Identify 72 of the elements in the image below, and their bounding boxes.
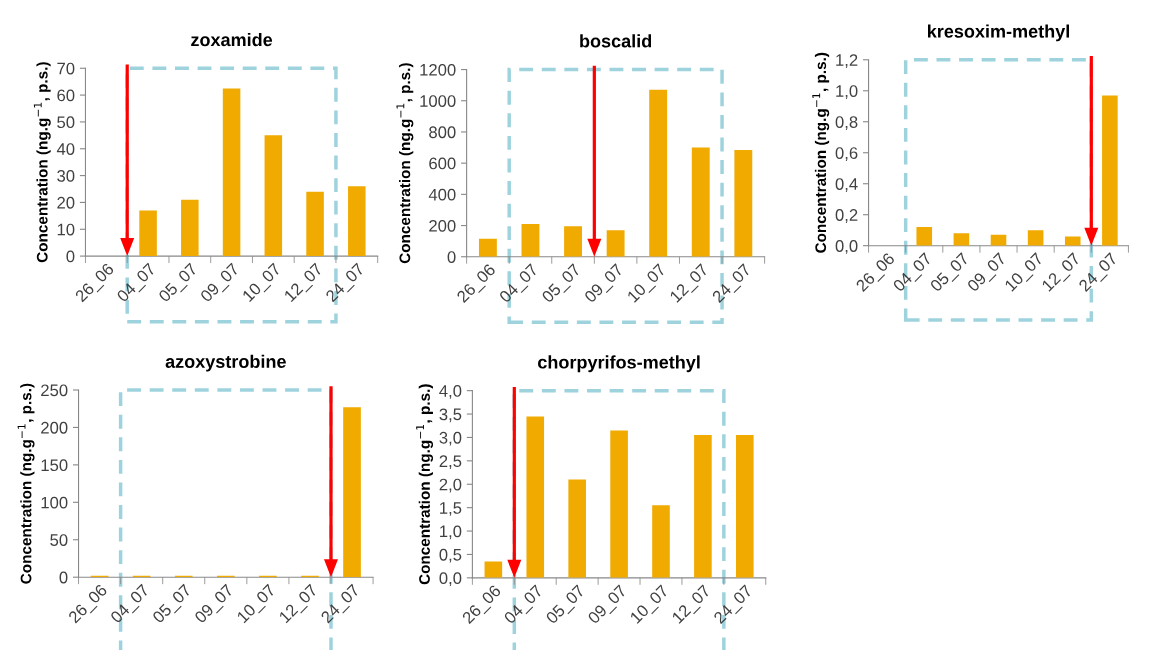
bar bbox=[139, 210, 157, 257]
chart-title: kresoxim-methyl bbox=[928, 24, 1069, 42]
bar bbox=[610, 430, 628, 578]
y-tick-label: 30 bbox=[57, 169, 75, 182]
chart-title: zoxamide bbox=[191, 32, 273, 47]
y-tick-label: 2,0 bbox=[439, 478, 462, 493]
y-tick-label: 2,5 bbox=[439, 455, 462, 470]
y-tick-label: 1,0 bbox=[836, 85, 858, 99]
y-tick-label: 3,0 bbox=[439, 431, 462, 446]
y-tick-label: 1,0 bbox=[440, 525, 462, 540]
bar bbox=[916, 227, 933, 246]
bar bbox=[694, 435, 712, 578]
bar bbox=[521, 223, 540, 257]
y-tick-label: 250 bbox=[41, 384, 68, 397]
bar bbox=[306, 191, 324, 257]
y-axis-title: Concentration (ng.g$^{−1}$, p.s.) bbox=[812, 52, 830, 253]
y-tick-label: 1,5 bbox=[440, 502, 462, 516]
y-tick-label: 200 bbox=[429, 219, 456, 232]
y-tick-label: 10 bbox=[57, 223, 75, 236]
y-tick-label: 0,0 bbox=[439, 572, 462, 587]
y-tick-label: 3,5 bbox=[439, 408, 462, 423]
bar bbox=[478, 238, 497, 257]
bar bbox=[222, 88, 241, 257]
bar bbox=[649, 89, 668, 257]
bar bbox=[691, 147, 710, 257]
y-tick-label: 600 bbox=[429, 157, 456, 170]
bar bbox=[526, 416, 545, 578]
chart-title: chorpyrifos-methyl bbox=[538, 355, 700, 373]
chart-title: boscalid bbox=[580, 34, 652, 48]
bar bbox=[181, 199, 199, 257]
y-axis-title: Concentration (ng.g$^{−1}$, p.s.) bbox=[17, 383, 35, 584]
y-tick-label: 1000 bbox=[420, 95, 456, 107]
chart-title: azoxystrobine bbox=[165, 354, 286, 372]
y-tick-label: 1200 bbox=[420, 63, 456, 76]
bar bbox=[652, 505, 670, 578]
bar bbox=[264, 135, 283, 257]
bar bbox=[606, 230, 625, 257]
y-tick-label: 200 bbox=[41, 421, 68, 434]
y-tick-label: 0,2 bbox=[835, 209, 858, 223]
y-tick-label: 0 bbox=[447, 251, 456, 263]
y-tick-label: 0 bbox=[59, 571, 68, 584]
bar bbox=[484, 561, 503, 578]
y-tick-label: 60 bbox=[57, 89, 75, 102]
y-tick-label: 50 bbox=[50, 534, 68, 546]
bar bbox=[564, 226, 582, 257]
bar bbox=[1102, 95, 1118, 246]
bar bbox=[953, 233, 970, 246]
y-tick-label: 150 bbox=[41, 459, 68, 472]
bar bbox=[568, 479, 586, 578]
y-tick-label: 50 bbox=[57, 116, 75, 129]
y-tick-label: 4,0 bbox=[439, 385, 462, 399]
y-tick-label: 1,2 bbox=[836, 54, 858, 68]
y-tick-label: 70 bbox=[57, 62, 75, 75]
bar bbox=[734, 149, 753, 257]
bar bbox=[736, 435, 754, 578]
y-tick-label: 0,0 bbox=[835, 240, 858, 254]
y-tick-label: 400 bbox=[428, 188, 456, 201]
y-tick-label: 0,5 bbox=[439, 548, 462, 563]
y-axis-title: Concentration (ng.g$^{−1}$, p.s.) bbox=[416, 384, 434, 585]
y-tick-label: 20 bbox=[57, 196, 75, 209]
y-tick-label: 0 bbox=[66, 250, 75, 263]
y-axis-title: Concentration (ng.g$^{−1}$, p.s.) bbox=[33, 62, 51, 263]
y-tick-label: 0,8 bbox=[835, 116, 858, 130]
bar bbox=[1027, 230, 1044, 246]
bar bbox=[1064, 236, 1081, 246]
y-tick-label: 0,4 bbox=[835, 178, 858, 192]
bar bbox=[348, 186, 366, 257]
y-axis-title: Concentration (ng.g$^{−1}$, p.s.) bbox=[396, 63, 414, 264]
y-tick-label: 0,6 bbox=[835, 147, 858, 161]
y-tick-label: 100 bbox=[41, 496, 68, 509]
y-tick-label: 800 bbox=[429, 126, 456, 139]
y-tick-label: 40 bbox=[56, 143, 75, 155]
